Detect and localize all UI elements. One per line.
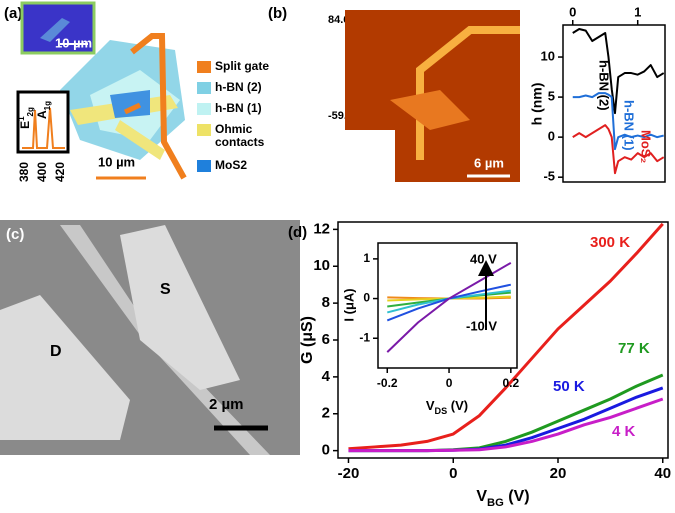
series-label: MoS₂ — [639, 130, 654, 163]
panel-label: (b) — [268, 5, 287, 22]
x-tick-label: -20 — [338, 465, 360, 482]
x-tick-label: -0.2 — [377, 376, 398, 390]
plot-frame — [377, 242, 518, 369]
plot-frame — [562, 24, 666, 183]
axis-label: G (μS) — [299, 316, 316, 364]
schematic — [60, 40, 185, 160]
axis-label-part: DS — [435, 406, 448, 416]
legend-swatch — [197, 124, 211, 136]
x-tick-label: 20 — [550, 465, 567, 482]
x-tick-label: 0.2 — [502, 376, 519, 390]
raman-peak-label: A1g — [35, 101, 51, 119]
axis-label: h (nm) — [529, 83, 545, 126]
annotation: 40 V — [470, 251, 497, 266]
legend-swatch — [197, 103, 211, 115]
y-tick-label: 0 — [363, 291, 370, 305]
source-label: S — [160, 281, 171, 298]
legend-swatch — [197, 61, 211, 73]
y-tick-label: 1 — [363, 251, 370, 265]
x-tick-label: 40 — [654, 465, 671, 482]
annotation: -10 V — [466, 318, 497, 333]
axis-label-part: V — [426, 398, 435, 413]
legend-label: h-BN (1) — [215, 101, 262, 115]
legend-swatch — [197, 82, 211, 94]
legend-label: contacts — [215, 135, 265, 149]
series-label: 4 K — [612, 423, 636, 440]
series-label: 300 K — [590, 234, 630, 251]
raman-tick: 380 — [17, 162, 31, 182]
scale-label: 6 µm — [474, 155, 504, 170]
legend-label: Ohmic — [215, 122, 253, 136]
flake — [40, 18, 70, 42]
series-label: 77 K — [618, 340, 650, 357]
series-label: h-BN (1) — [622, 100, 637, 151]
series-line — [572, 124, 665, 175]
axis-label: VBG (V) — [476, 488, 529, 509]
y-tick-label: 12 — [313, 220, 330, 237]
plot-frame — [337, 221, 669, 459]
mos2 — [110, 90, 150, 118]
y-tick-label: 4 — [322, 368, 331, 385]
split-gate — [130, 33, 187, 180]
series-line — [348, 222, 664, 451]
axis-label-part: (V) — [447, 398, 468, 413]
y-tick-label: 8 — [322, 294, 330, 311]
sem-source — [120, 225, 240, 390]
raman-tick: 400 — [35, 162, 49, 182]
series-label: 50 K — [553, 378, 585, 395]
y-tick-label: 0 — [322, 442, 330, 459]
sem-gate — [60, 225, 270, 455]
y-tick-label: 5 — [548, 89, 555, 104]
legend-swatch — [197, 160, 211, 172]
y-tick-label: 10 — [313, 257, 330, 274]
afm-flake — [390, 90, 470, 130]
y-tick-label: -1 — [359, 330, 370, 344]
raman-tick: 420 — [53, 162, 67, 182]
y-tick-label: 2 — [322, 405, 330, 422]
axis-label-part: (V) — [504, 488, 530, 505]
raman-peak-label: E12g — [17, 107, 35, 129]
y-tick-label: 6 — [322, 331, 330, 348]
series-line — [572, 92, 664, 151]
series-line — [348, 397, 664, 453]
x-tick-label: 0 — [449, 465, 457, 482]
legend-label: MoS2 — [215, 158, 247, 172]
scale-label: 10 µm — [55, 35, 92, 50]
raman-spectrum — [22, 107, 65, 149]
y-tick-label: -5 — [543, 169, 555, 184]
scale-label: 2 µm — [209, 396, 244, 413]
drain-label: D — [50, 343, 62, 360]
split-gate — [123, 102, 142, 115]
series-line — [572, 28, 665, 115]
x-tick-label: 0 — [569, 4, 576, 19]
micrograph — [20, 1, 96, 55]
axis-label: VDS (V) — [426, 398, 468, 416]
axis-label-part: V — [476, 488, 487, 505]
axis-label-part: BG — [487, 497, 504, 509]
panel-label: (d) — [288, 224, 307, 241]
panel-label: (c) — [6, 226, 24, 243]
afm-image-cut — [345, 130, 395, 182]
raman-inset — [16, 90, 70, 154]
x-tick-label: 1 — [634, 4, 641, 19]
series-label: h-BN (2) — [597, 60, 612, 111]
x-tick-label: 0 — [446, 376, 453, 390]
legend-label: h-BN (2) — [215, 80, 262, 94]
y-tick-label: 0 — [548, 129, 555, 144]
sem-drain — [0, 295, 130, 440]
panel-label: (a) — [4, 5, 22, 22]
scale-label: 10 µm — [98, 154, 135, 169]
legend-label: Split gate — [215, 59, 269, 73]
contact — [115, 120, 165, 160]
axis-label: I (μA) — [341, 288, 356, 321]
y-tick-label: 10 — [541, 48, 555, 63]
